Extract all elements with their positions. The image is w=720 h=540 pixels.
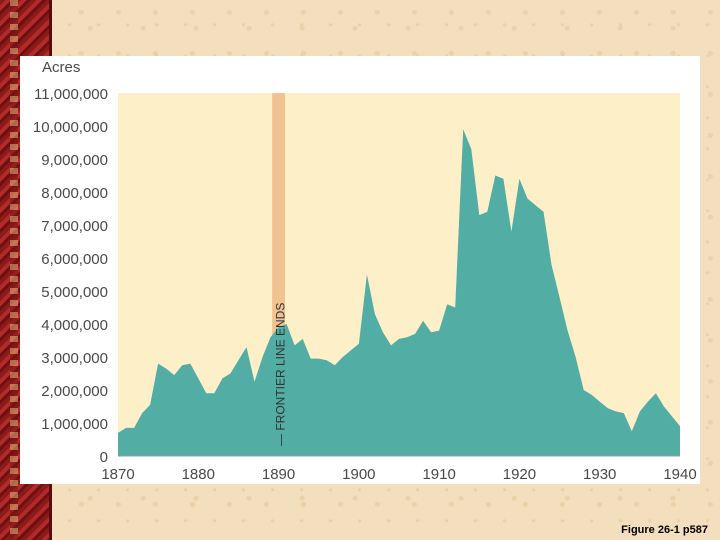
- x-tick-labels: 1870 1880 1890 1900 1910 1920 1930 1940: [101, 466, 696, 483]
- y-tick-label: 4,000,000: [41, 317, 108, 334]
- x-tick-label: 1910: [422, 466, 455, 483]
- y-tick-label: 5,000,000: [41, 284, 108, 301]
- chart-panel: Acres — FRONTIER LINE ENDS 0 1,000,000 2,0…: [20, 56, 700, 484]
- area-series: [118, 129, 680, 457]
- y-tick-label: 10,000,000: [33, 119, 108, 136]
- y-tick-label: 3,000,000: [41, 350, 108, 367]
- y-tick-label: 2,000,000: [41, 383, 108, 400]
- y-tick-label: 0: [100, 449, 108, 466]
- y-tick-label: 8,000,000: [41, 185, 108, 202]
- x-tick-label: 1900: [342, 466, 375, 483]
- y-tick-label: 7,000,000: [41, 218, 108, 235]
- y-tick-label: 6,000,000: [41, 251, 108, 268]
- y-tick-labels: 0 1,000,000 2,000,000 3,000,000 4,000,000 5,0…: [33, 86, 108, 466]
- x-tick-label: 1940: [663, 466, 696, 483]
- y-tick-label: 9,000,000: [41, 152, 108, 169]
- chart: Acres — FRONTIER LINE ENDS 0 1,000,000 2,0…: [33, 59, 697, 483]
- y-tick-label: 1,000,000: [41, 416, 108, 433]
- figure-caption: Figure 26-1 p587: [621, 524, 708, 536]
- x-tick-label: 1880: [182, 466, 215, 483]
- x-tick-label: 1930: [583, 466, 616, 483]
- y-axis-label: Acres: [42, 59, 80, 76]
- x-tick-label: 1920: [503, 466, 536, 483]
- x-tick-label: 1890: [262, 466, 295, 483]
- x-tick-label: 1870: [101, 466, 134, 483]
- frontier-annotation: — FRONTIER LINE ENDS: [274, 303, 288, 446]
- y-tick-label: 11,000,000: [34, 86, 108, 103]
